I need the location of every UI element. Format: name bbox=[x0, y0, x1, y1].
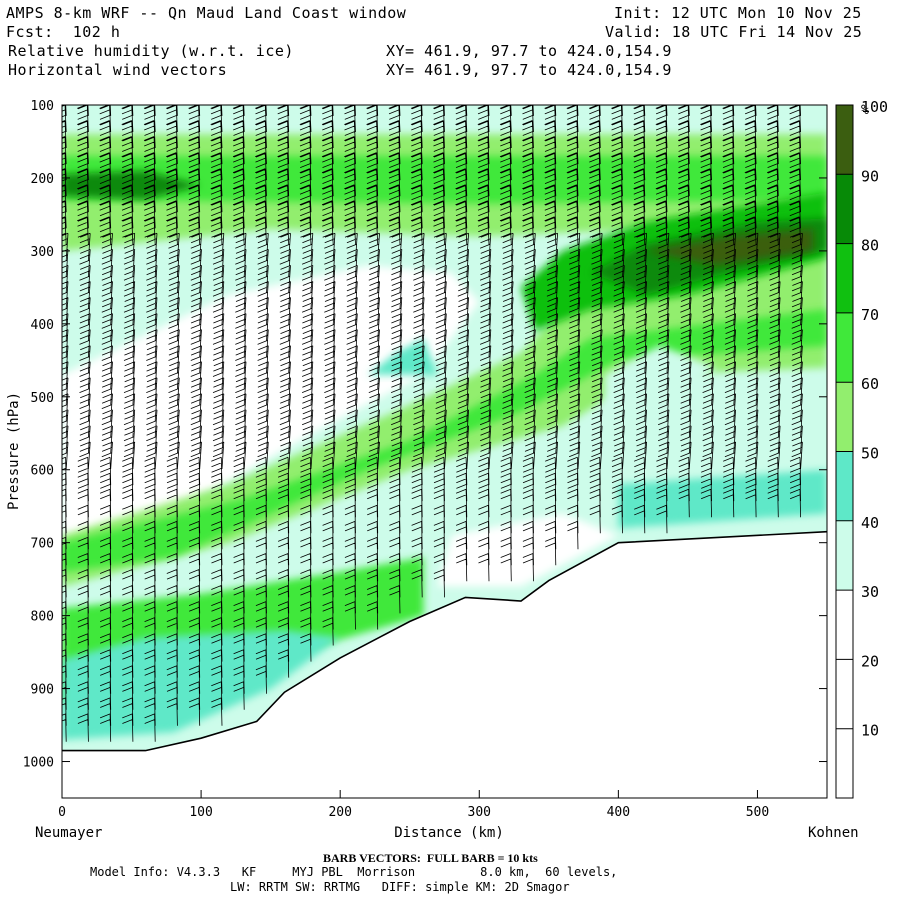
y-axis-label: Pressure (hPa) bbox=[6, 392, 22, 510]
colorbar-label: 70 bbox=[861, 306, 879, 324]
x-tick-label: 500 bbox=[746, 805, 769, 820]
y-tick-label: 400 bbox=[31, 318, 54, 333]
field-label-rh: Relative humidity (w.r.t. ice) bbox=[8, 42, 294, 60]
colorbar-label: 40 bbox=[861, 514, 879, 532]
init-time: Init: 12 UTC Mon 10 Nov 25 bbox=[614, 4, 862, 22]
wind-barbs bbox=[62, 105, 803, 742]
colorbar-label: 90 bbox=[861, 167, 879, 185]
axes: 100 200 300 400 500 600 700 800 900 1000 0 100 200 30… bbox=[23, 99, 827, 820]
colorbar: 10 20 30 40 50 60 70 80 90 100 bbox=[835, 98, 888, 799]
colorbar-swatch bbox=[836, 451, 853, 521]
y-tick-label: 1000 bbox=[23, 756, 54, 771]
terrain-layer bbox=[62, 530, 827, 798]
valid-time: Valid: 18 UTC Fri 14 Nov 25 bbox=[605, 23, 863, 41]
colorbar-swatch bbox=[836, 312, 853, 383]
terrain-surface-line bbox=[62, 530, 827, 752]
rh-region-50-low bbox=[62, 630, 341, 740]
chart-title: AMPS 8-km WRF -- Qn Maud Land Coast wind… bbox=[6, 4, 407, 22]
y-tick-label: 300 bbox=[31, 245, 54, 260]
rh-region-100 bbox=[646, 229, 814, 266]
right-endpoint-label: Kohnen bbox=[808, 825, 859, 841]
x-tick-label: 200 bbox=[328, 805, 351, 820]
colorbar-label: 50 bbox=[861, 445, 879, 463]
colorbar-swatch bbox=[836, 105, 853, 175]
y-tick-label: 500 bbox=[31, 391, 54, 406]
xy-range-2: XY= 461.9, 97.7 to 424.0,154.9 bbox=[386, 61, 672, 79]
y-tick-label: 800 bbox=[31, 610, 54, 625]
colorbar-label: 80 bbox=[861, 237, 879, 255]
x-tick-label: 0 bbox=[58, 805, 66, 820]
rh-region-dry-low bbox=[437, 513, 619, 587]
xy-range-1: XY= 461.9, 97.7 to 424.0,154.9 bbox=[386, 42, 672, 60]
rh-region-dry bbox=[62, 265, 480, 543]
y-tick-label: 700 bbox=[31, 537, 54, 552]
model-physics: LW: RRTM SW: RRTMG DIFF: simple KM: 2D S… bbox=[230, 880, 570, 894]
x-tick-label: 400 bbox=[607, 805, 630, 820]
y-tick-label: 900 bbox=[31, 683, 54, 698]
y-tick-label: 600 bbox=[31, 464, 54, 479]
rh-region-40b bbox=[604, 345, 716, 412]
colorbar-label: 100 bbox=[861, 98, 888, 116]
colorbar-swatch bbox=[836, 590, 853, 660]
colorbar-label: 60 bbox=[861, 375, 879, 393]
rh-region-70-band bbox=[62, 309, 827, 572]
x-axis-label: Distance (km) bbox=[394, 825, 504, 841]
colorbar-swatch bbox=[836, 174, 853, 244]
terrain-fill bbox=[62, 531, 827, 798]
colorbar-swatch bbox=[836, 243, 853, 313]
colorbar-swatch bbox=[836, 659, 853, 729]
x-tick-label: 300 bbox=[468, 805, 491, 820]
left-endpoint-label: Neumayer bbox=[35, 825, 102, 841]
plot-frame bbox=[61, 104, 828, 799]
colorbar-label: 10 bbox=[861, 722, 879, 740]
colorbar-unit: % bbox=[861, 103, 869, 118]
colorbar-swatch bbox=[836, 728, 853, 798]
colorbar-swatch bbox=[836, 382, 853, 452]
wind-barb-layer bbox=[62, 105, 803, 742]
colorbar-swatch bbox=[836, 520, 853, 591]
x-tick-label: 100 bbox=[189, 805, 212, 820]
model-info: Model Info: V4.3.3 KF MYJ PBL Morrison 8… bbox=[90, 865, 618, 879]
colorbar-label: 30 bbox=[861, 583, 879, 601]
barb-legend: BARB VECTORS: FULL BARB = 10 kts bbox=[323, 851, 538, 865]
y-tick-label: 100 bbox=[31, 99, 54, 114]
field-label-wind: Horizontal wind vectors bbox=[8, 61, 228, 79]
forecast-hour: Fcst: 102 h bbox=[6, 23, 121, 41]
y-tick-label: 200 bbox=[31, 172, 54, 187]
rh-region-50b bbox=[618, 469, 827, 529]
colorbar-label: 20 bbox=[861, 652, 879, 670]
